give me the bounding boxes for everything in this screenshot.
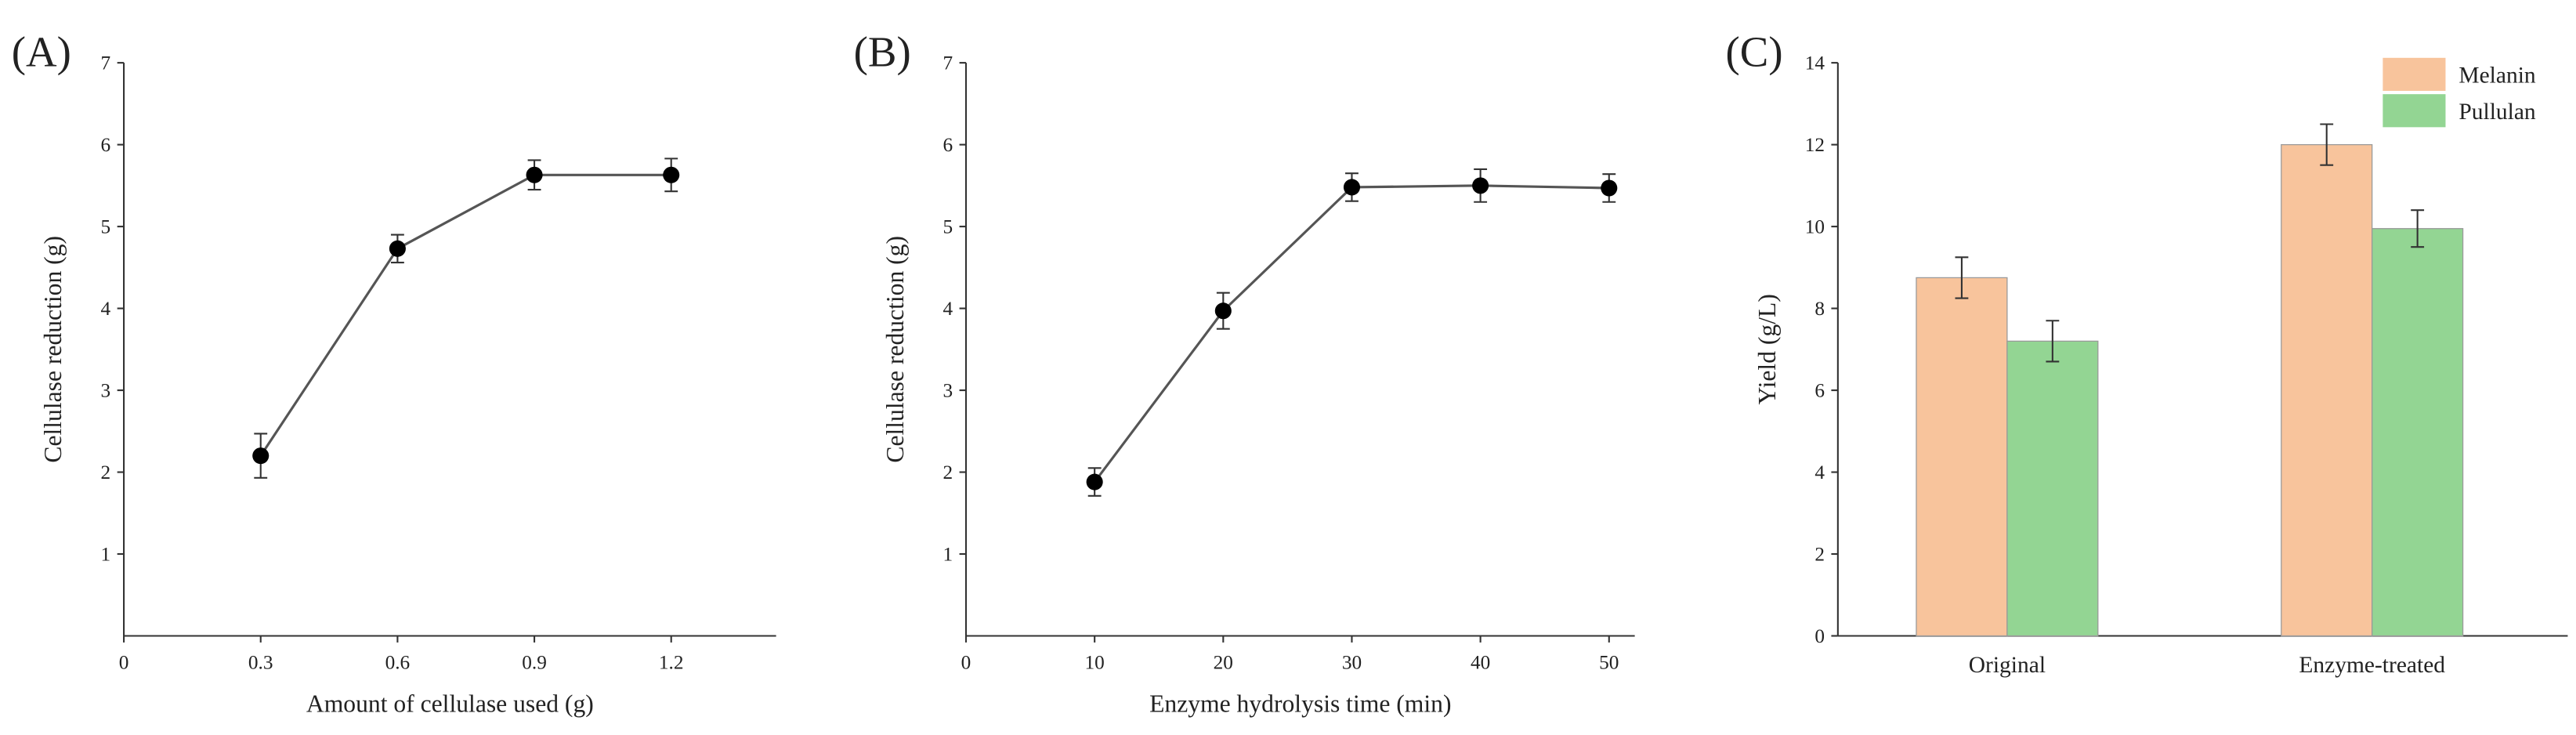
x-tick-label: 0.6 bbox=[385, 652, 411, 674]
y-tick-label: 7 bbox=[942, 52, 953, 74]
data-point bbox=[389, 240, 406, 257]
y-tick-label: 3 bbox=[101, 379, 111, 401]
legend-label: Pullulan bbox=[2458, 100, 2536, 125]
data-point bbox=[1601, 179, 1618, 197]
y-tick-label: 3 bbox=[942, 379, 953, 401]
x-tick-label: Enzyme-treated bbox=[2299, 653, 2445, 678]
data-point bbox=[1472, 177, 1489, 194]
error-bar bbox=[2046, 320, 2060, 363]
y-tick-label: 2 bbox=[101, 462, 111, 483]
y-tick-label: 4 bbox=[942, 298, 953, 320]
x-tick-label: 20 bbox=[1214, 652, 1233, 674]
y-tick-label: 2 bbox=[1814, 543, 1825, 565]
data-point bbox=[1086, 473, 1103, 491]
y-tick-label: 5 bbox=[101, 216, 111, 238]
x-axis-label: Amount of cellulase used (g) bbox=[306, 690, 594, 717]
y-tick-label: 4 bbox=[101, 298, 111, 320]
y-tick-label: 1 bbox=[101, 543, 111, 565]
error-bar bbox=[1955, 256, 1969, 299]
bar bbox=[2372, 228, 2464, 637]
legend-swatch bbox=[2382, 57, 2446, 91]
y-tick-label: 2 bbox=[942, 462, 953, 483]
y-tick-label: 5 bbox=[942, 216, 953, 238]
bar bbox=[2006, 340, 2099, 637]
x-tick-label: Original bbox=[1969, 653, 2046, 678]
x-tick-label: 0.3 bbox=[248, 652, 273, 674]
legend-swatch bbox=[2382, 94, 2446, 128]
error-bar bbox=[2320, 123, 2334, 166]
x-axis-label: Enzyme hydrolysis time (min) bbox=[1149, 690, 1451, 717]
panel-label: (B) bbox=[854, 27, 911, 75]
data-line bbox=[259, 173, 671, 457]
data-point bbox=[526, 166, 543, 183]
x-tick-label: 40 bbox=[1471, 652, 1490, 674]
data-point bbox=[1214, 302, 1232, 320]
data-point bbox=[663, 166, 680, 183]
panel-label: (C) bbox=[1726, 27, 1783, 75]
y-tick-label: 8 bbox=[1814, 298, 1825, 320]
y-tick-label: 6 bbox=[1814, 379, 1825, 401]
x-tick-label: 50 bbox=[1599, 652, 1619, 674]
data-point bbox=[252, 447, 270, 465]
bar bbox=[1916, 277, 2008, 637]
y-axis-label: Cellulase reduction (g) bbox=[881, 236, 909, 463]
legend-label: Melanin bbox=[2458, 63, 2536, 88]
panel-label: (A) bbox=[12, 27, 71, 75]
y-tick-label: 0 bbox=[1814, 625, 1825, 647]
y-tick-label: 12 bbox=[1805, 134, 1825, 156]
y-tick-label: 14 bbox=[1805, 52, 1825, 74]
x-tick-label: 1.2 bbox=[659, 652, 684, 674]
y-tick-label: 6 bbox=[101, 134, 111, 156]
bar bbox=[2281, 143, 2373, 637]
y-tick-label: 7 bbox=[101, 52, 111, 74]
y-tick-label: 1 bbox=[942, 543, 953, 565]
error-bar bbox=[2411, 209, 2425, 248]
x-tick-label: 0 bbox=[961, 652, 971, 674]
y-tick-label: 6 bbox=[942, 134, 953, 156]
y-tick-label: 10 bbox=[1805, 216, 1825, 238]
x-tick-label: 0 bbox=[119, 652, 129, 674]
x-tick-label: 30 bbox=[1342, 652, 1362, 674]
x-tick-label: 10 bbox=[1085, 652, 1105, 674]
y-axis-label: Yield (g/L) bbox=[1753, 294, 1781, 404]
data-line bbox=[1093, 184, 1609, 483]
x-tick-label: 0.9 bbox=[522, 652, 547, 674]
y-tick-label: 4 bbox=[1814, 462, 1825, 483]
y-axis-label: Cellulase reduction (g) bbox=[39, 236, 67, 463]
data-point bbox=[1343, 179, 1361, 196]
